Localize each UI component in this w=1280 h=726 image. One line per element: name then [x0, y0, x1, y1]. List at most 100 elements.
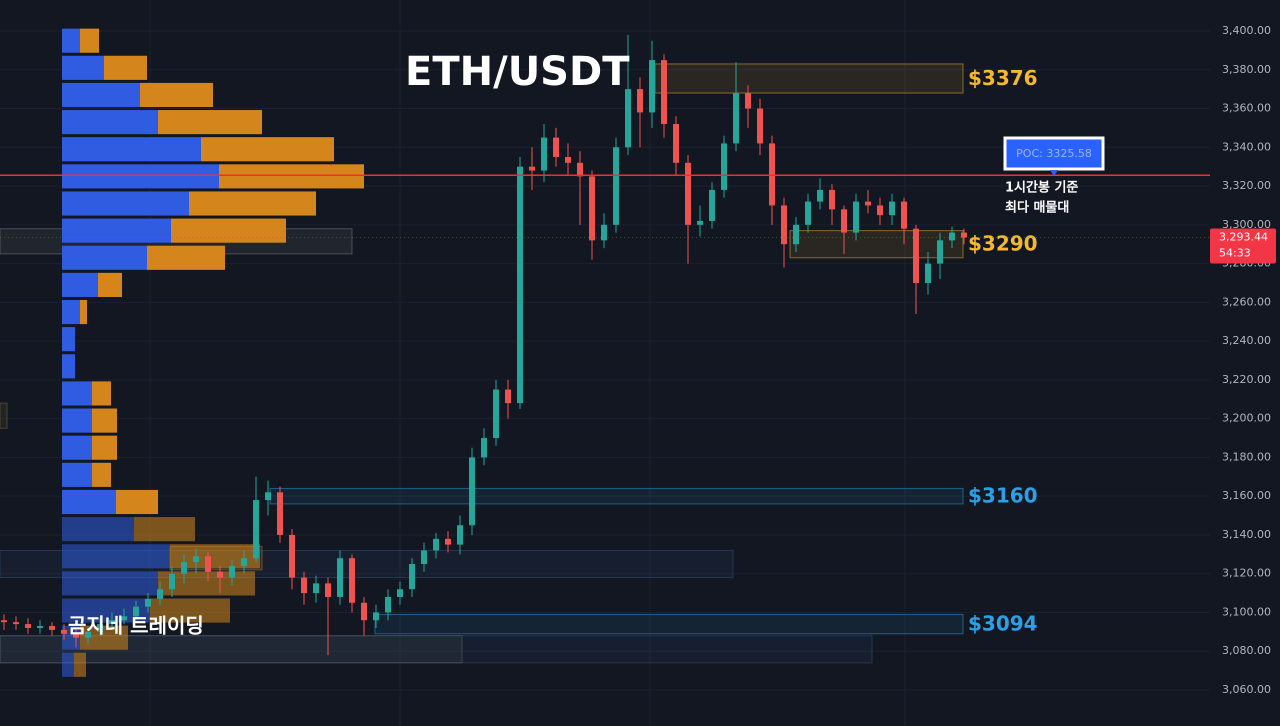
candle-body: [745, 93, 751, 109]
candle-body: [733, 93, 739, 144]
candle-body: [133, 606, 139, 617]
countdown: 54:33: [1219, 247, 1251, 260]
profile-sell: [134, 517, 195, 542]
candle-body: [673, 124, 679, 163]
profile-buy: [62, 381, 92, 406]
candle-body: [577, 162, 583, 177]
profile-buy: [62, 55, 104, 80]
candle-body: [505, 389, 511, 404]
candle-body: [181, 562, 187, 574]
poc-note: 1시간봉 기준: [1005, 180, 1078, 196]
candle-body: [481, 438, 487, 458]
level-box: [654, 63, 964, 94]
profile-sell: [189, 191, 316, 216]
candle-body: [169, 573, 175, 590]
candle-body: [361, 602, 367, 621]
candle-body: [493, 389, 499, 439]
candle-body: [325, 583, 331, 597]
candle-body: [109, 620, 115, 625]
candle-body: [949, 232, 955, 241]
candle-body: [85, 631, 91, 638]
y-tick-label: 3,260.00: [1222, 295, 1271, 308]
profile-sell: [92, 435, 117, 460]
profile-sell: [219, 164, 364, 189]
profile-sell: [140, 82, 213, 108]
y-tick-label: 3,080.00: [1222, 644, 1271, 657]
candle-body: [613, 147, 619, 225]
level-label: $3290: [968, 232, 1038, 256]
price-tag: [1210, 228, 1276, 264]
y-tick-label: 3,380.00: [1222, 63, 1271, 76]
poc-label: POC: 3325.58: [1016, 147, 1092, 160]
profile-sell: [116, 489, 158, 515]
y-tick-label: 3,140.00: [1222, 528, 1271, 541]
candle-body: [73, 633, 79, 638]
candle-body: [25, 624, 31, 628]
candle-body: [349, 558, 355, 603]
candle-body: [649, 60, 655, 113]
candle-body: [193, 556, 199, 563]
profile-sell: [158, 110, 262, 135]
candle-body: [49, 626, 55, 630]
candle-body: [445, 538, 451, 545]
profile-buy: [62, 218, 171, 243]
level-label: $3160: [968, 484, 1038, 508]
candle-body: [721, 143, 727, 190]
profile-buy: [62, 164, 219, 189]
candle-body: [253, 500, 259, 559]
candle-body: [229, 565, 235, 578]
candle-body: [121, 616, 127, 621]
candle-body: [313, 583, 319, 594]
profile-buy: [62, 652, 74, 677]
candle-body: [277, 492, 283, 535]
profile-buy: [62, 110, 158, 135]
profile-buy: [62, 137, 201, 162]
profile-buy: [62, 327, 75, 352]
watermark: 곰지네 트레이딩: [68, 614, 204, 638]
candle-body: [337, 558, 343, 597]
candle-body: [421, 550, 427, 565]
zone-box: [0, 635, 873, 664]
candle-body: [301, 577, 307, 594]
price-axis-bg: [1210, 0, 1280, 726]
profile-buy: [62, 435, 92, 460]
candle-body: [757, 108, 763, 144]
profile-buy: [62, 354, 75, 379]
candle-body: [901, 201, 907, 229]
candle-body: [829, 189, 835, 210]
profile-buy: [62, 191, 189, 216]
poc-pointer: [1050, 170, 1058, 176]
y-tick-label: 3,400.00: [1222, 24, 1271, 37]
candle-body: [145, 598, 151, 607]
candle-body: [601, 224, 607, 241]
candle-body: [637, 89, 643, 113]
candle-body: [925, 263, 931, 283]
profile-sell: [80, 299, 87, 325]
candle-body: [241, 558, 247, 566]
candle-body: [625, 89, 631, 148]
level-label: $3376: [968, 66, 1038, 90]
profile-sell: [147, 245, 225, 270]
profile-sell: [92, 381, 111, 406]
candle-body: [553, 137, 559, 157]
candle-body: [841, 209, 847, 233]
candle-body: [565, 156, 571, 163]
profile-buy: [62, 462, 92, 487]
price-tag-label: 3,293.44: [1219, 231, 1268, 244]
y-tick-label: 3,320.00: [1222, 179, 1271, 192]
candle-body: [685, 162, 691, 225]
y-tick-label: 3,060.00: [1222, 683, 1271, 696]
candle-body: [1, 620, 7, 623]
profile-buy: [62, 245, 147, 270]
level-box: [269, 487, 964, 505]
level-box: [789, 230, 964, 259]
y-tick-label: 3,180.00: [1222, 450, 1271, 463]
profile-buy: [62, 489, 116, 515]
profile-sell: [80, 28, 99, 53]
candle-body: [961, 232, 967, 238]
candle-body: [769, 143, 775, 206]
y-tick-label: 3,240.00: [1222, 334, 1271, 347]
candle-body: [373, 612, 379, 621]
poc-note: 최다 매물대: [1005, 200, 1069, 216]
